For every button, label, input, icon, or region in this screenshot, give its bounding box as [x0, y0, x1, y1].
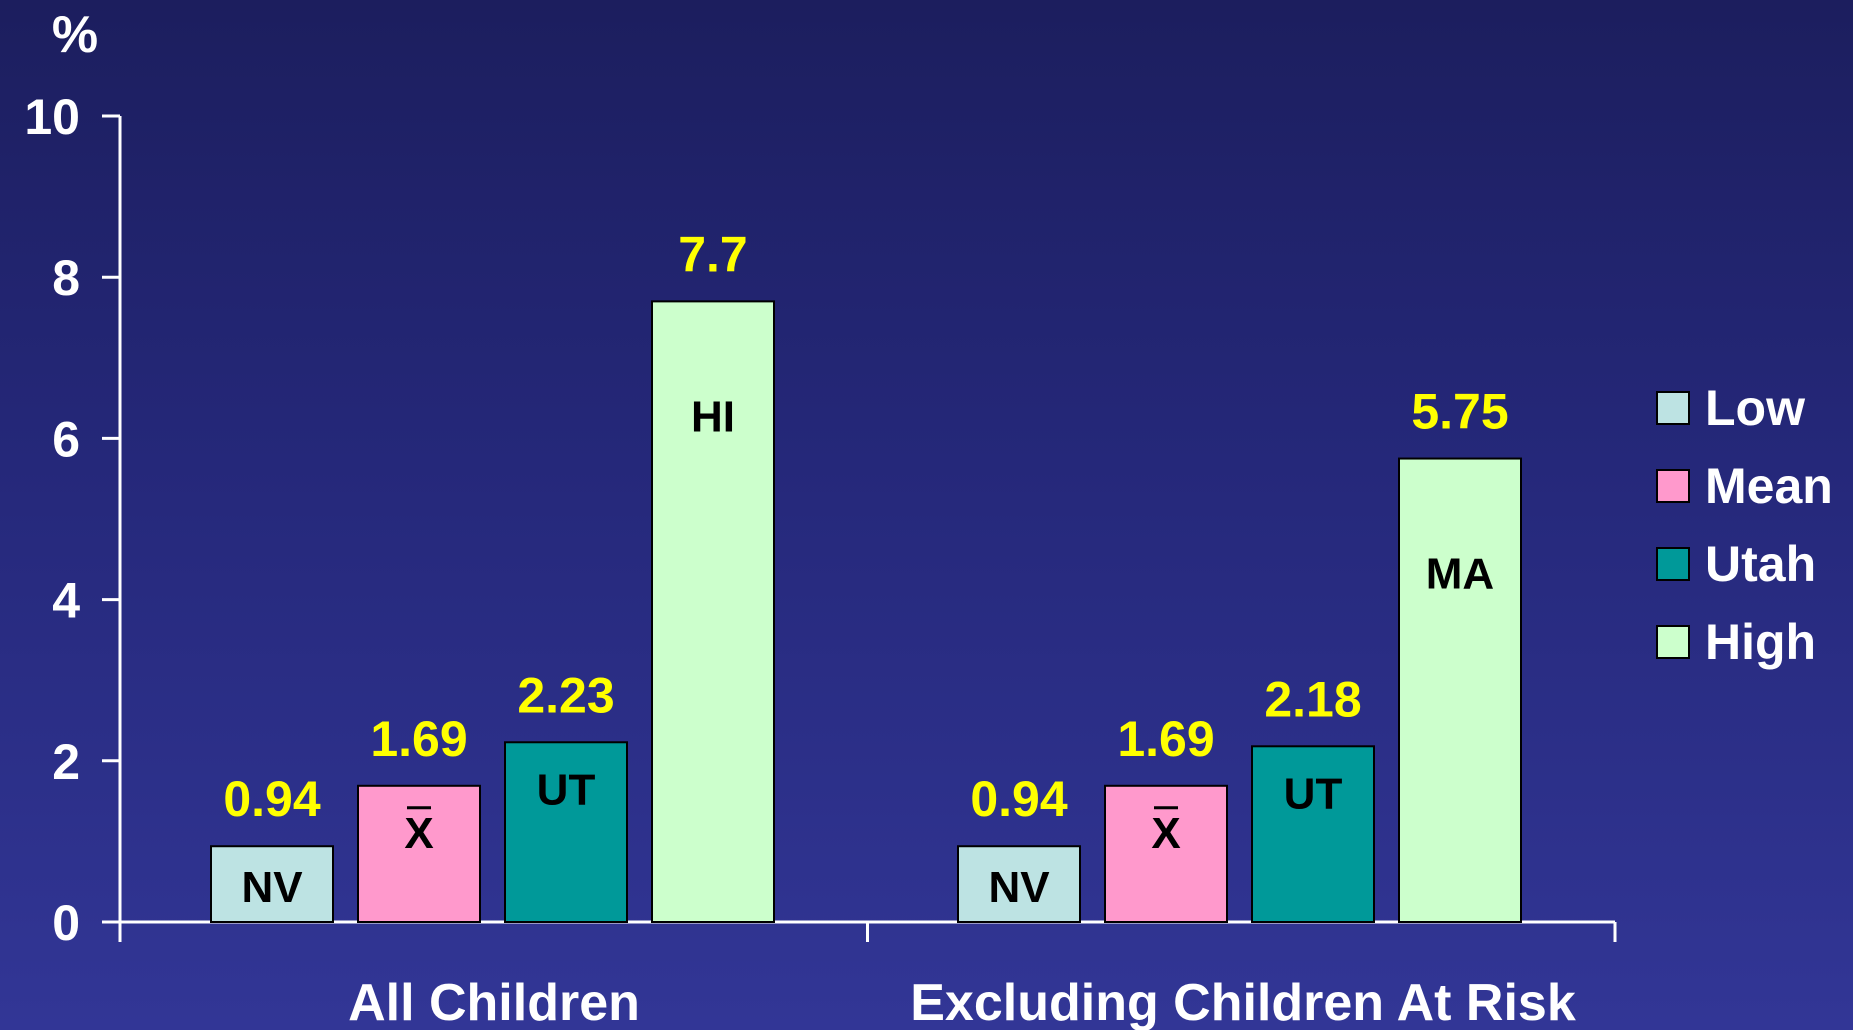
bar-utah-0 — [504, 741, 628, 924]
legend-label-utah: Utah — [1705, 536, 1816, 592]
bar-inner-label-mean-1: X — [1151, 809, 1180, 858]
bar-utah-1 — [1251, 745, 1375, 923]
value-label-mean-0: 1.69 — [370, 711, 467, 767]
bar-low-1 — [957, 845, 1081, 924]
bar-high-1 — [1398, 457, 1522, 923]
value-label-low-0: 0.94 — [223, 771, 321, 827]
x-axis-category-labels: All Children Excluding Children At Risk — [348, 974, 1576, 1030]
y-tick-label-8: 8 — [52, 250, 80, 306]
bar-inner-label-high-1: MA — [1426, 550, 1494, 599]
value-label-high-1: 5.75 — [1411, 384, 1508, 440]
bar-inner-label-low-1: NV — [988, 863, 1050, 912]
chart-legend: Low Mean Utah High — [1656, 380, 1833, 670]
value-label-low-1: 0.94 — [970, 771, 1068, 827]
legend-label-mean: Mean — [1705, 458, 1833, 514]
chart-axes — [118, 116, 1617, 942]
legend-label-high: High — [1705, 614, 1816, 670]
bar-inner-label-utah-1: UT — [1284, 769, 1343, 818]
y-tick-label-10: 10 — [24, 89, 80, 145]
value-label-utah-1: 2.18 — [1264, 671, 1361, 727]
legend-swatch-low — [1656, 391, 1690, 425]
y-tick-label-6: 6 — [52, 411, 80, 467]
bar-inner-label-low-0: NV — [241, 863, 303, 912]
bar-low-0 — [210, 845, 334, 924]
chart-bars: 0.94 NV 1.69 X 2.23 UT 7.7 HI 0.94 NV 1.69 X 2.18 UT 5… — [210, 226, 1522, 924]
category-label-0: All Children — [348, 974, 640, 1030]
value-label-high-0: 7.7 — [678, 226, 748, 282]
legend-swatch-high — [1656, 625, 1690, 659]
legend-swatch-utah — [1656, 547, 1690, 581]
bar-inner-label-high-0: HI — [691, 392, 735, 441]
value-label-utah-0: 2.23 — [517, 667, 614, 723]
legend-swatch-mean — [1656, 469, 1690, 503]
bar-inner-label-utah-0: UT — [537, 765, 596, 814]
y-unit-label: % — [52, 6, 98, 64]
bar-inner-label-mean-0: X — [404, 809, 433, 858]
y-tick-label-4: 4 — [52, 573, 80, 629]
y-tick-label-2: 2 — [52, 734, 80, 790]
y-axis-ticks: 0 2 4 6 8 10 — [24, 89, 120, 951]
legend-label-low: Low — [1705, 380, 1805, 436]
value-label-mean-1: 1.69 — [1117, 711, 1214, 767]
bar-high-0 — [651, 300, 775, 923]
category-label-1: Excluding Children At Risk — [910, 974, 1576, 1030]
y-tick-label-0: 0 — [52, 895, 80, 951]
